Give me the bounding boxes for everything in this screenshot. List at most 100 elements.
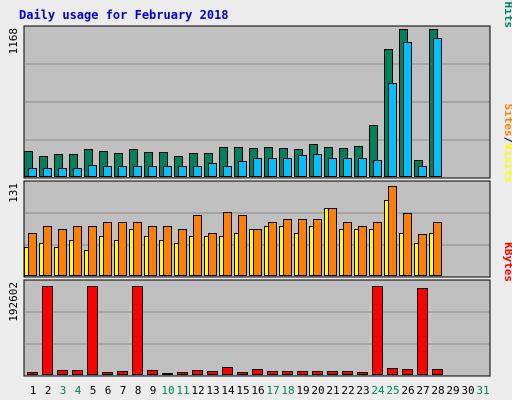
sites-bar xyxy=(28,233,37,276)
sites-bar xyxy=(373,222,382,276)
kbytes-bar xyxy=(72,370,83,375)
day-label: 25 xyxy=(386,384,399,397)
kbytes-bar xyxy=(57,370,68,375)
sites-bar xyxy=(418,234,427,276)
kbytes-bar xyxy=(312,371,323,375)
files-bar xyxy=(328,158,337,177)
day-label: 30 xyxy=(461,384,474,397)
legend-separator: / xyxy=(502,0,512,2)
legend-hits: Hits xyxy=(502,2,512,29)
kbytes-bar xyxy=(117,371,128,375)
day-label: 31 xyxy=(476,384,489,397)
files-bar xyxy=(298,155,307,177)
hits-max-label: 1168 xyxy=(7,28,20,55)
kbytes-bar xyxy=(192,370,203,375)
files-bar xyxy=(178,166,187,177)
files-bar xyxy=(433,38,442,177)
files-bar xyxy=(133,166,142,177)
sites-bar xyxy=(433,222,442,276)
day-label: 27 xyxy=(416,384,429,397)
chart-title: Daily usage for February 2018 xyxy=(19,8,229,22)
kbytes-bar xyxy=(162,373,173,375)
day-label: 2 xyxy=(45,384,52,397)
sites-bar xyxy=(43,226,52,276)
files-bar xyxy=(223,166,232,177)
sites-bar xyxy=(328,208,337,276)
sites-bar xyxy=(58,229,67,276)
sites-bar xyxy=(223,212,232,276)
kbytes-bar xyxy=(267,371,278,375)
day-label: 29 xyxy=(446,384,459,397)
files-bar xyxy=(373,160,382,177)
chart-panels: 1168Pages/Files/Hits131Sites/Visits19260… xyxy=(7,0,512,377)
day-label: 13 xyxy=(206,384,219,397)
sites-bar xyxy=(103,222,112,276)
kbytes-bar xyxy=(297,371,308,375)
kbytes-bar xyxy=(207,371,218,375)
files-bar xyxy=(103,166,112,177)
day-label: 23 xyxy=(356,384,369,397)
kbytes-max-label: 192602 xyxy=(7,282,20,322)
files-bar xyxy=(358,158,367,177)
files-bar xyxy=(388,83,397,177)
day-label: 4 xyxy=(75,384,82,397)
kbytes-bar xyxy=(417,288,428,375)
day-label: 28 xyxy=(431,384,444,397)
sites-bar xyxy=(163,226,172,276)
kbytes-bar xyxy=(177,372,188,375)
day-label: 17 xyxy=(266,384,279,397)
sites-bar xyxy=(283,219,292,276)
day-label: 20 xyxy=(311,384,324,397)
visits-max-label: 131 xyxy=(7,183,20,203)
sites-bar xyxy=(298,219,307,276)
files-bar xyxy=(283,158,292,177)
sites-bar xyxy=(178,229,187,276)
sites-bar xyxy=(313,219,322,276)
day-label: 14 xyxy=(221,384,235,397)
kbytes-bar xyxy=(42,286,53,375)
legend-visits: Visits xyxy=(502,143,512,183)
kbytes-bar xyxy=(402,369,413,375)
kbytes-panel xyxy=(23,279,491,377)
day-label: 9 xyxy=(150,384,157,397)
day-label: 1 xyxy=(30,384,37,397)
files-bar xyxy=(403,42,412,177)
files-bar xyxy=(343,158,352,177)
sites-bar xyxy=(238,215,247,276)
kbytes-bar xyxy=(432,369,443,375)
kbytes-bar xyxy=(252,369,263,375)
day-label: 22 xyxy=(341,384,354,397)
files-bar xyxy=(418,166,427,177)
day-label: 3 xyxy=(60,384,67,397)
day-label: 10 xyxy=(161,384,174,397)
files-bar xyxy=(58,168,67,177)
sites-bar xyxy=(118,222,127,276)
kbytes-bar xyxy=(147,370,158,375)
sites-bar xyxy=(343,222,352,276)
kbytes-bar xyxy=(222,367,233,375)
day-label: 7 xyxy=(120,384,127,397)
day-label: 26 xyxy=(401,384,414,397)
files-bar xyxy=(268,158,277,177)
files-bar xyxy=(208,163,217,177)
files-bar xyxy=(43,168,52,177)
sites-bar xyxy=(403,213,412,276)
sites-bar xyxy=(73,226,82,276)
kbytes-bar xyxy=(102,372,113,375)
kbytes-bar xyxy=(282,371,293,375)
sites-bar xyxy=(88,226,97,276)
kbytes-bar xyxy=(342,371,353,375)
legend-separator: / xyxy=(502,137,512,144)
kbytes-bar xyxy=(372,286,383,375)
sites-bar xyxy=(358,226,367,276)
sites-bar xyxy=(253,229,262,276)
day-label: 24 xyxy=(371,384,385,397)
kbytes-bar xyxy=(132,286,143,375)
sites-bar xyxy=(268,222,277,276)
kbytes-bar xyxy=(357,372,368,375)
files-bar xyxy=(88,165,97,177)
kbytes-bar xyxy=(87,286,98,375)
sites-bar xyxy=(208,233,217,276)
